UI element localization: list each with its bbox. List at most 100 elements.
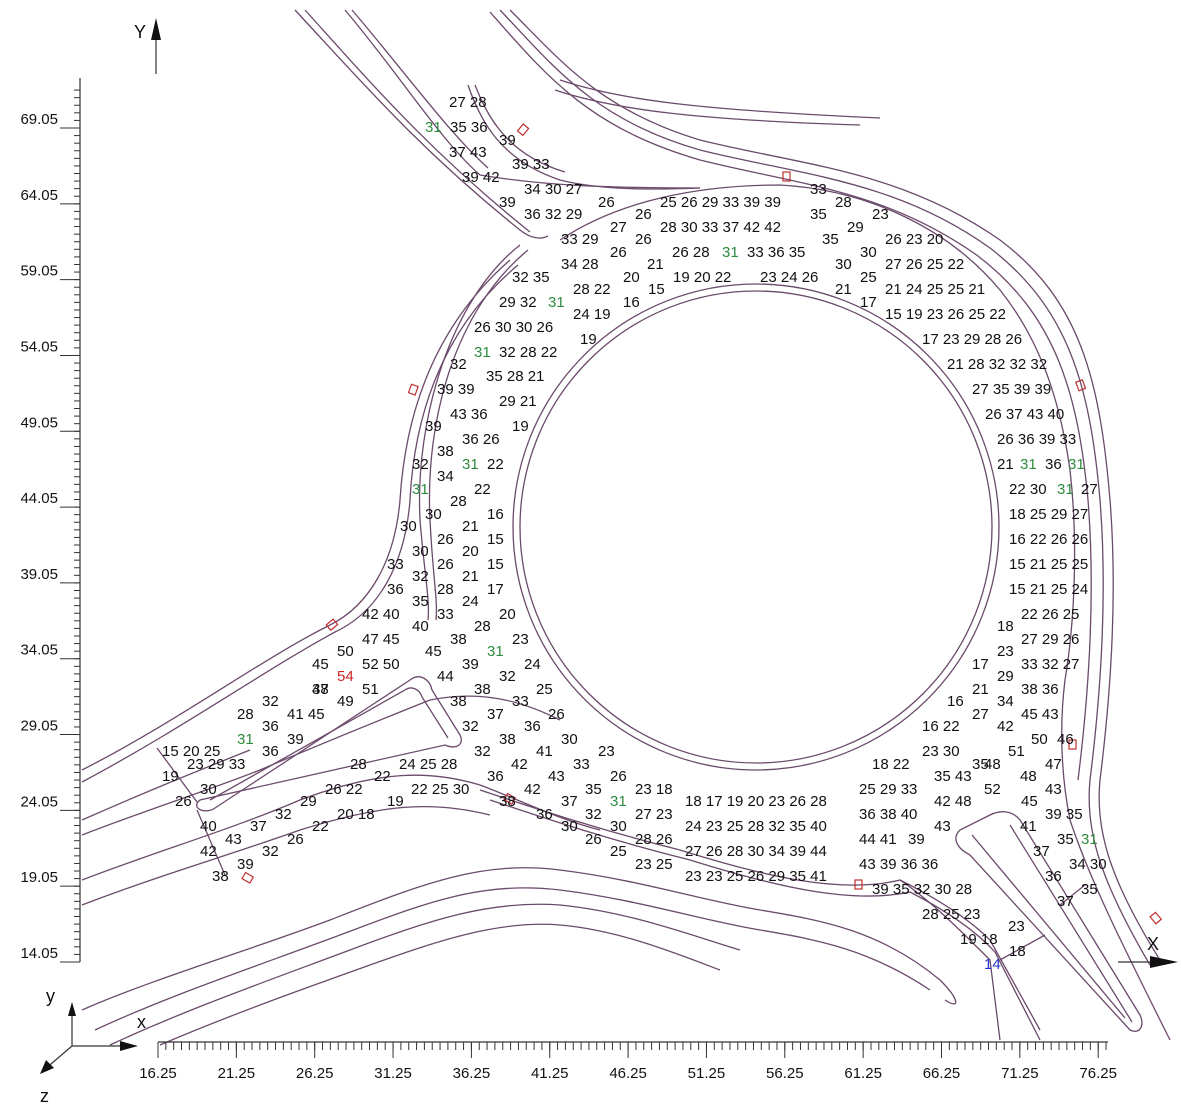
value-label: 24 23 25 28 32 35 40 [685, 818, 827, 835]
value-label: 17 23 29 28 26 [922, 331, 1022, 348]
value-label: 38 [499, 793, 516, 810]
marker [1075, 379, 1087, 392]
value-label: 26 [635, 206, 652, 223]
value-label: 26 [635, 231, 652, 248]
value-label: 31 [412, 481, 429, 498]
value-label: 48 [1020, 768, 1037, 785]
value-label: 32 [462, 718, 479, 735]
marker [1068, 739, 1077, 750]
value-label: 36 [1045, 868, 1062, 885]
west-approach-lower [81, 749, 251, 821]
value-label: 18 17 19 20 23 26 28 [685, 793, 827, 810]
value-label: 35 [585, 781, 602, 798]
y-tick-label: 44.05 [20, 490, 58, 507]
value-label: 21 28 32 32 32 [947, 356, 1047, 373]
value-label: 19 20 22 [673, 269, 731, 286]
west-approach-upper-2 [81, 264, 519, 783]
value-label: 20 [623, 269, 640, 286]
value-label: 38 [450, 693, 467, 710]
value-label: 36 26 [462, 431, 500, 448]
value-label: 44 [437, 668, 454, 685]
value-label: 39 35 32 30 28 [872, 881, 972, 898]
south-ring-edge-2 [489, 799, 1041, 1041]
value-label: 16 22 26 26 [1009, 531, 1088, 548]
value-label: 15 21 25 24 [1009, 581, 1088, 598]
marker [503, 792, 517, 805]
value-label: 27 [1081, 481, 1098, 498]
value-label: 30 [610, 818, 627, 835]
value-label: 26 36 39 33 [997, 431, 1076, 448]
value-label: 32 [275, 806, 292, 823]
value-label: 37 43 [449, 144, 487, 161]
value-label: 37 [487, 706, 504, 723]
value-label: 22 [374, 768, 391, 785]
value-label: 18 [1009, 943, 1026, 960]
value-label: 52 [984, 781, 1001, 798]
west-splitter-island [196, 676, 462, 812]
value-label: 23 24 26 [760, 269, 818, 286]
nw-approach-left-2 [304, 9, 531, 233]
nw-entry-curve-2 [474, 84, 566, 173]
value-label: 32 35 [512, 269, 550, 286]
value-label: 47 [1045, 756, 1062, 773]
triad-x-label: x [137, 1012, 146, 1032]
value-label: 40 [200, 818, 217, 835]
west-approach-upper [81, 259, 511, 771]
value-label: 21 [997, 456, 1014, 473]
value-label: 38 36 [1021, 681, 1059, 698]
y-arrow-head [151, 18, 161, 40]
value-label: 33 [437, 606, 454, 623]
value-label: 26 23 20 [885, 231, 943, 248]
value-label: 41 [1020, 818, 1037, 835]
south-road-2 [94, 887, 931, 1031]
value-label: 23 [872, 206, 889, 223]
value-label: 19 [162, 768, 179, 785]
value-label: 31 [462, 456, 479, 473]
triad-z-label: z [40, 1086, 49, 1105]
coordinate-triad: y x z [40, 986, 146, 1105]
value-label: 22 [474, 481, 491, 498]
y-tick-label: 54.05 [20, 338, 58, 355]
value-label: 17 [860, 294, 877, 311]
y-tick-label: 59.05 [20, 263, 58, 280]
value-label: 19 [512, 418, 529, 435]
value-label: 23 18 [635, 781, 673, 798]
value-label: 25 26 29 33 39 39 [660, 194, 781, 211]
value-label: 28 22 [573, 281, 611, 298]
value-label: 34 [437, 468, 454, 485]
value-label: 15 20 25 [162, 743, 220, 760]
value-label: 28 [450, 493, 467, 510]
value-label: 44 41 [859, 831, 897, 848]
section-line-west [156, 747, 198, 803]
value-label: 21 [647, 256, 664, 273]
value-label: 28 [350, 756, 367, 773]
x-tick-label: 46.25 [609, 1065, 647, 1082]
value-label: 42 40 [362, 606, 400, 623]
x-tick-label: 31.25 [374, 1065, 412, 1082]
value-label: 26 28 [672, 244, 710, 261]
west-approach-lower-2 [81, 695, 561, 836]
value-label: 26 [598, 194, 615, 211]
y-tick-label: 29.05 [20, 718, 58, 735]
value-label: 49 [337, 693, 354, 710]
value-label: 20 [462, 543, 479, 560]
value-label: 26 [437, 556, 454, 573]
x-tick-label: 51.25 [688, 1065, 726, 1082]
value-label: 29 [997, 668, 1014, 685]
value-label: 38 [212, 868, 229, 885]
marker [407, 383, 419, 396]
value-label: 45 [1021, 793, 1038, 810]
x-tick-label: 71.25 [1001, 1065, 1039, 1082]
value-label: 36 [1045, 456, 1062, 473]
value-label: 47 [312, 681, 329, 698]
ne-outer-arc [509, 9, 1161, 961]
value-label: 27 26 25 22 [885, 256, 964, 273]
value-label: 22 25 30 [411, 781, 469, 798]
value-label: 42 [997, 718, 1014, 735]
value-label: 15 21 25 25 [1009, 556, 1088, 573]
value-labels: 27 28 31 35 36 39 37 43 39 33 39 42 34 30 27 39 3… [162, 94, 1107, 973]
value-label: 16 [623, 294, 640, 311]
x-axis-title: X [1147, 934, 1159, 954]
y-tick-label: 24.05 [20, 793, 58, 810]
value-label: 34 [997, 693, 1014, 710]
